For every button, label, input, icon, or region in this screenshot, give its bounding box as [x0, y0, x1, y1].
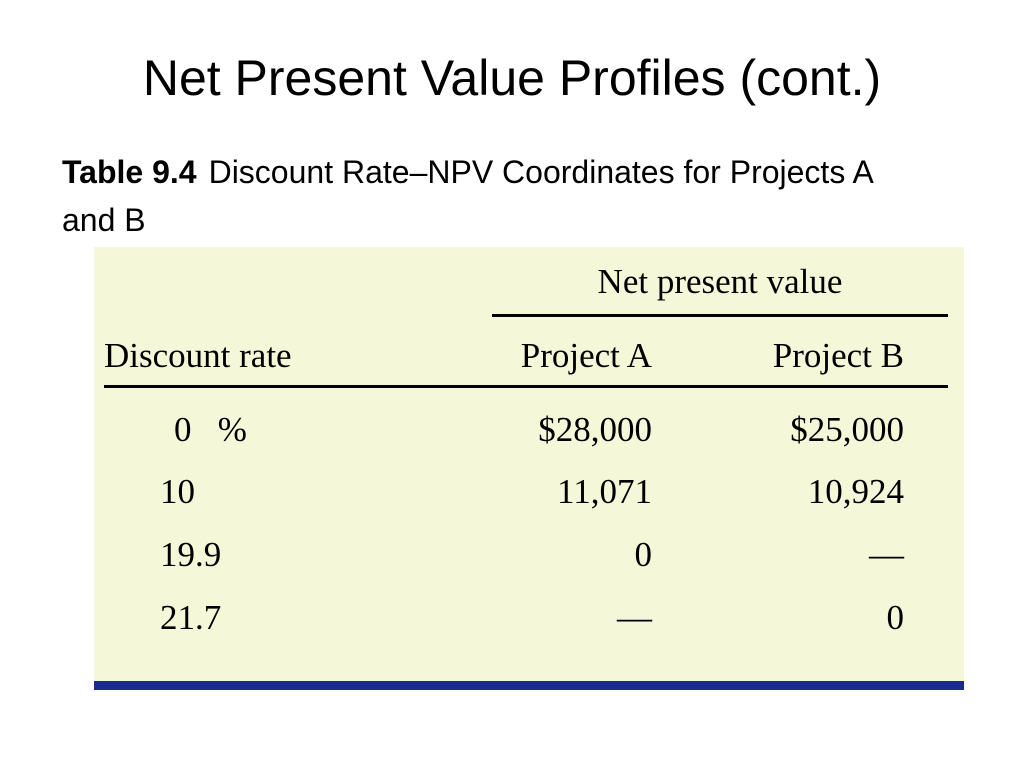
table-cell-project-a: — [617, 598, 652, 637]
column-header-discount-rate: Discount rate [104, 336, 292, 375]
table-cell-project-b: 0 [886, 598, 905, 637]
group-header-rule [492, 314, 948, 317]
table-cell-project-a: 0 [634, 535, 653, 574]
slide-title: Net Present Value Profiles (cont.) [142, 50, 882, 106]
npv-table: Net present value Discount rate Project … [94, 247, 964, 690]
table-cell-project-a: $28,000 [538, 410, 652, 449]
table-cell-rate: 0 % [174, 410, 247, 449]
table-caption-text: Discount Rate–NPV Coordinates for Projec… [62, 154, 873, 238]
table-cell-project-b: 10,924 [807, 472, 904, 511]
table-bottom-rule [94, 681, 964, 690]
table-cell-rate: 21.7 [160, 598, 222, 637]
table-cell-project-b: $25,000 [790, 410, 904, 449]
group-header-net-present-value: Net present value [597, 262, 843, 301]
column-header-project-a: Project A [520, 336, 652, 375]
table-number: Table 9.4 [62, 154, 197, 190]
table-cell-rate: 10 [160, 472, 195, 511]
column-header-project-b: Project B [772, 336, 904, 375]
table-caption: Table 9.4 Discount Rate–NPV Coordinates f… [62, 148, 882, 244]
header-rule [104, 385, 948, 388]
table-cell-project-b: — [869, 535, 904, 574]
table-cell-project-a: 11,071 [557, 472, 652, 511]
table-cell-rate: 19.9 [160, 535, 222, 574]
